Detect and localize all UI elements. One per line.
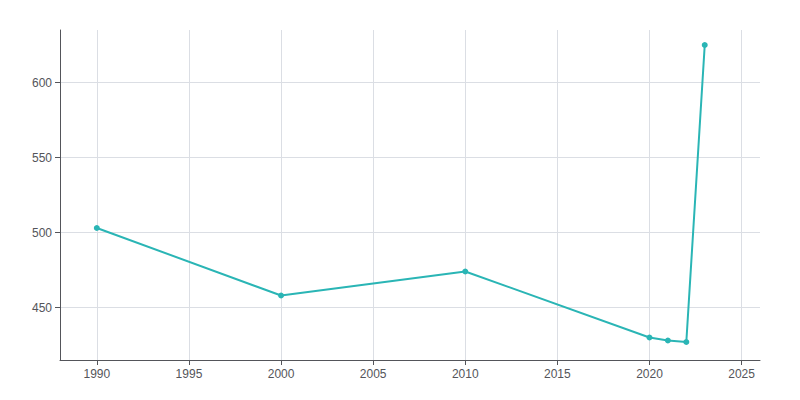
svg-text:550: 550: [32, 151, 52, 165]
svg-text:2020: 2020: [636, 367, 663, 381]
svg-text:2025: 2025: [728, 367, 755, 381]
svg-text:2005: 2005: [360, 367, 387, 381]
svg-text:600: 600: [32, 76, 52, 90]
svg-text:500: 500: [32, 226, 52, 240]
svg-text:1990: 1990: [83, 367, 110, 381]
svg-text:450: 450: [32, 301, 52, 315]
svg-text:2000: 2000: [268, 367, 295, 381]
svg-text:2015: 2015: [544, 367, 571, 381]
svg-text:1995: 1995: [176, 367, 203, 381]
svg-text:2010: 2010: [452, 367, 479, 381]
